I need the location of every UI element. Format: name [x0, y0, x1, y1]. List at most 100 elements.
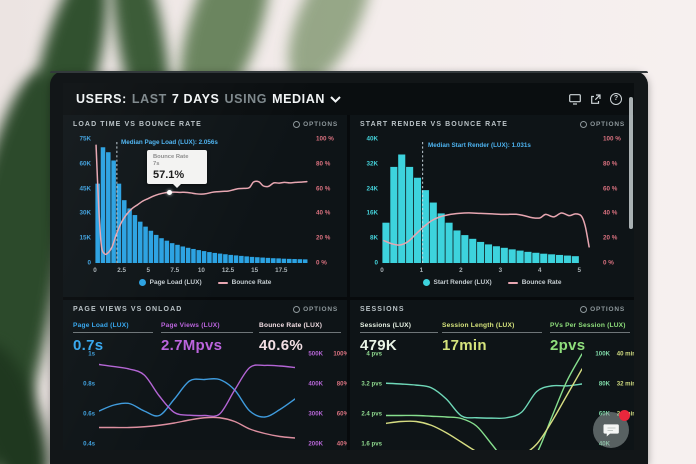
legend-item[interactable]: Bounce Rate	[217, 279, 272, 286]
y-axis-pageviews: 500K 400K 300K 200K	[299, 348, 323, 450]
legend-dot-marker	[138, 279, 146, 286]
options-label: OPTIONS	[590, 120, 625, 128]
options-gear-icon	[293, 120, 301, 128]
legend-line-marker	[217, 281, 228, 284]
axis-tick-label: 17.5	[275, 267, 288, 274]
axis-tick-label: 20 %	[316, 234, 331, 242]
axis-tick-label: 3.2 pvs	[361, 380, 382, 388]
panel-header: LOAD TIME VS BOUNCE RATE OPTIONS	[63, 115, 347, 133]
timeframe-selector[interactable]: USERS: LAST 7 DAYS USING MEDIAN	[76, 92, 341, 106]
chat-bubble-icon	[602, 424, 619, 437]
axis-tick-label: 1.6 pvs	[361, 440, 382, 448]
chart-legend: Page Load (LUX) Bounce Rate	[63, 279, 347, 286]
legend-item[interactable]: Page Load (LUX)	[138, 279, 202, 286]
metric-underline	[259, 332, 341, 333]
y-axis-left: 75K 60K 45K 30K 15K 0	[65, 135, 91, 267]
panel-sessions: SESSIONS OPTIONS Sessions (LUX) 479K Ses…	[350, 300, 634, 450]
axis-tick-label: 0.6s	[83, 410, 95, 418]
axis-tick-label: 20 %	[603, 234, 618, 242]
axis-tick-label: 40K	[366, 135, 378, 143]
chat-widget-button[interactable]	[593, 410, 630, 448]
bounce-rate-tooltip: Bounce Rate 7s 57.1%	[147, 150, 207, 189]
metric-label: PVs Per Session (LUX)	[550, 322, 626, 329]
title-using: USING	[224, 92, 268, 106]
metric-bounce-rate: Bounce Rate (LUX) 40.6%	[259, 322, 341, 354]
title-last: LAST	[131, 92, 167, 106]
median-annotation: Median Start Render (LUX): 1.031s	[428, 142, 531, 149]
panel-header: START RENDER VS BOUNCE RATE OPTIONS	[350, 115, 634, 133]
legend-item[interactable]: Start Render (LUX)	[422, 279, 492, 286]
laptop-bezel: USERS: LAST 7 DAYS USING MEDIAN	[50, 71, 648, 464]
metric-label: Page Views (LUX)	[161, 322, 220, 329]
axis-tick-label: 60K	[79, 160, 91, 168]
sessions-line-chart[interactable]	[386, 348, 582, 450]
axis-tick-label: 0	[87, 259, 91, 267]
axis-tick-label: 4 pvs	[366, 350, 382, 358]
chart-legend: Start Render (LUX) Bounce Rate	[350, 279, 634, 286]
legend-label: Bounce Rate	[521, 279, 562, 286]
axis-tick-label: 0	[93, 267, 97, 274]
metric-sessions: Sessions (LUX) 479K	[360, 322, 438, 354]
panel-title: PAGE VIEWS VS ONLOAD	[73, 305, 183, 313]
legend-label: Bounce Rate	[231, 279, 272, 286]
load-time-bar-chart[interactable]	[95, 139, 310, 263]
metric-underline	[550, 332, 630, 333]
options-button[interactable]: OPTIONS	[293, 305, 338, 313]
options-button[interactable]: OPTIONS	[293, 120, 338, 128]
axis-tick-label: 0	[374, 259, 378, 267]
axis-tick-label: 60 %	[316, 185, 331, 193]
axis-tick-label: 3	[498, 267, 503, 274]
axis-tick-label: 40 %	[603, 209, 618, 217]
tooltip-series: Bounce Rate	[153, 154, 189, 160]
share-icon[interactable]	[590, 93, 601, 105]
y-axis-right: 100 % 80 % 60 % 40 % 20 % 0 %	[603, 135, 633, 267]
options-button[interactable]: OPTIONS	[580, 305, 625, 313]
axis-tick-label: 1	[419, 267, 424, 274]
legend-label: Start Render (LUX)	[433, 279, 492, 286]
axis-tick-label: 7.5	[170, 267, 180, 274]
panel-start-render-vs-bounce-rate: START RENDER VS BOUNCE RATE OPTIONS 40K 3…	[350, 115, 634, 297]
axis-tick-label: 15	[251, 267, 259, 274]
axis-tick-label: 0 %	[603, 259, 614, 267]
chevron-down-icon	[330, 95, 341, 103]
axis-tick-label: 0	[380, 267, 384, 274]
start-render-bar-chart[interactable]	[382, 139, 597, 263]
legend-item[interactable]: Bounce Rate	[507, 279, 562, 286]
options-button[interactable]: OPTIONS	[580, 120, 625, 128]
panels-grid: LOAD TIME VS BOUNCE RATE OPTIONS 75K 60K 4…	[63, 115, 634, 450]
axis-tick-label: 60 %	[603, 185, 618, 193]
dashboard-topbar: USERS: LAST 7 DAYS USING MEDIAN	[63, 83, 634, 115]
axis-tick-label: 5	[146, 267, 150, 274]
axis-tick-label: 8K	[369, 234, 378, 242]
axis-tick-label: 80%	[336, 380, 347, 388]
axis-tick-label: 100 %	[603, 135, 621, 143]
axis-tick-label: 75K	[79, 135, 91, 143]
axis-tick-label: 60%	[336, 410, 347, 418]
axis-tick-label: 2.4 pvs	[361, 410, 382, 418]
y-axis-seconds: 1s 0.8s 0.6s 0.4s	[67, 348, 95, 450]
options-label: OPTIONS	[303, 305, 338, 313]
legend-line-marker	[507, 281, 518, 284]
axis-tick-label: 12.5	[221, 267, 235, 274]
page-views-line-chart[interactable]	[99, 348, 295, 450]
panel-page-views-vs-onload: PAGE VIEWS VS ONLOAD OPTIONS Page Load (…	[63, 300, 347, 450]
axis-tick-label: 4	[538, 267, 542, 274]
metric-value: 40.6%	[259, 337, 304, 354]
axis-tick-label: 24K	[366, 185, 378, 193]
axis-tick-label: 5	[577, 267, 581, 274]
metric-underline	[161, 332, 253, 333]
axis-tick-label: 500K	[308, 350, 323, 358]
x-axis: 0 1 2 3 4 5	[380, 267, 597, 276]
help-icon[interactable]: ?	[610, 93, 622, 105]
axis-tick-label: 0 %	[316, 259, 327, 267]
metric-value: 2pvs	[550, 337, 586, 354]
title-median: MEDIAN	[272, 92, 325, 106]
display-icon[interactable]	[569, 93, 581, 105]
scrollbar-thumb[interactable]	[629, 97, 633, 229]
options-gear-icon	[293, 305, 301, 313]
panel-title: LOAD TIME VS BOUNCE RATE	[73, 120, 202, 128]
legend-dot-marker	[422, 279, 430, 286]
metric-page-load: Page Load (LUX) 0.7s	[73, 322, 153, 354]
tooltip-x: 7s	[153, 161, 160, 168]
axis-tick-label: 80K	[598, 380, 610, 388]
